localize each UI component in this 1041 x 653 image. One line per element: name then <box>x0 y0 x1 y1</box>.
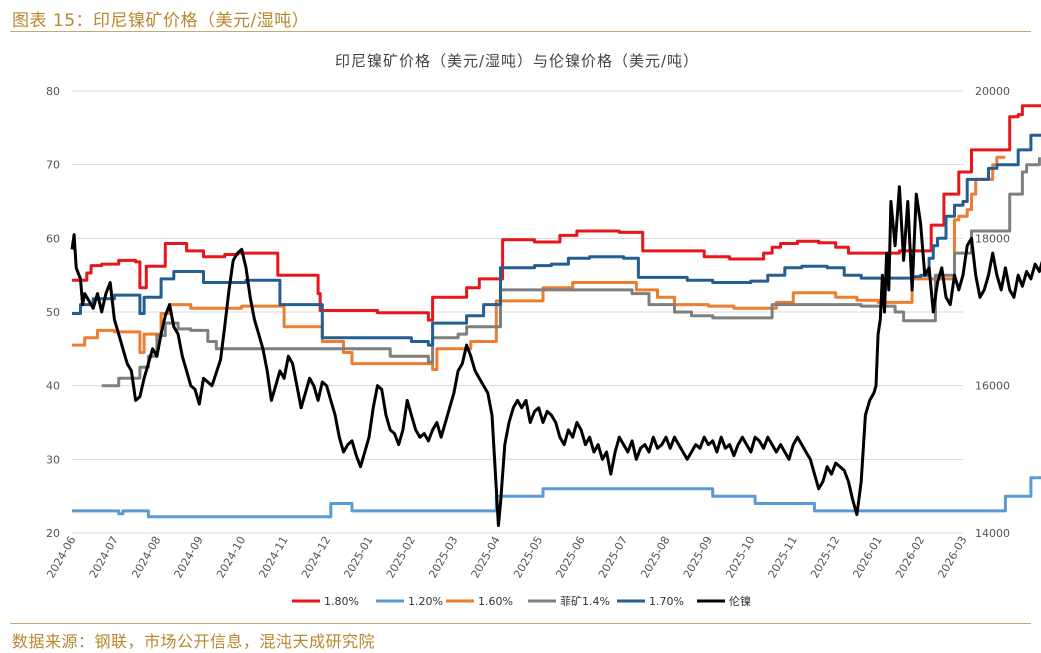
x-tick-label: 2025-12 <box>808 534 842 580</box>
x-tick-label: 2024-07 <box>87 534 121 580</box>
x-tick-label: 2025-05 <box>511 534 545 580</box>
legend-item: 1.70% <box>617 595 684 608</box>
legend-item: 1.60% <box>446 595 513 608</box>
legend-label: 1.70% <box>649 595 684 608</box>
legend: 1.80% 1.20% 1.60% 菲矿1.4% 1.70% 伦镍 <box>292 594 751 608</box>
left-tick-label: 70 <box>46 159 60 172</box>
x-tick-label: 2025-08 <box>638 534 672 580</box>
x-tick-label: 2025-01 <box>341 534 375 580</box>
right-tick-label: 14000 <box>975 527 1010 540</box>
left-tick-label: 20 <box>46 527 60 540</box>
x-tick-label: 2024-12 <box>299 534 333 580</box>
series-group <box>70 104 1041 528</box>
left-tick-label: 50 <box>46 306 60 319</box>
x-tick-label: 2025-10 <box>723 534 757 580</box>
series-line <box>72 155 1006 371</box>
x-tick-label: 2025-11 <box>766 534 800 580</box>
right-tick-label: 16000 <box>975 380 1010 393</box>
legend-item: 1.20% <box>376 595 443 608</box>
x-tick-label: 2025-04 <box>469 534 503 580</box>
x-tick-label: 2025-03 <box>426 534 460 580</box>
left-tick-label: 30 <box>46 453 60 466</box>
x-tick-label: 2024-11 <box>256 534 290 580</box>
x-tick-label: 2026-01 <box>850 534 884 580</box>
legend-label: 1.80% <box>324 595 359 608</box>
legend-label: 1.60% <box>478 595 513 608</box>
series-line <box>72 104 1041 322</box>
x-tick-label: 2026-02 <box>893 534 927 580</box>
legend-item: 菲矿1.4% <box>528 595 610 608</box>
figure-title: 图表 15：印尼镍矿价格（美元/湿吨） <box>12 11 310 31</box>
series-line <box>72 476 1041 519</box>
bottom-rule <box>10 623 1031 624</box>
series-line <box>70 185 1041 528</box>
x-tick-label: 2024-08 <box>129 534 163 580</box>
grid-lines <box>72 90 963 534</box>
legend-item: 伦镍 <box>697 594 751 608</box>
x-tick-label: 2025-02 <box>384 534 418 580</box>
series-line <box>72 133 1041 347</box>
legend-item: 1.80% <box>292 595 359 608</box>
right-tick-label: 20000 <box>975 85 1010 98</box>
x-tick-label: 2024-10 <box>214 534 248 580</box>
x-tick-label: 2025-09 <box>681 534 715 580</box>
x-tick-label: 2024-09 <box>172 534 206 580</box>
right-axis-ticks: 14000 16000 18000 20000 <box>975 85 1010 540</box>
left-tick-label: 60 <box>46 232 60 245</box>
x-tick-label: 2025-06 <box>553 534 587 580</box>
left-axis-ticks: 20 30 40 50 60 70 80 <box>46 85 60 540</box>
legend-label: 菲矿1.4% <box>560 595 610 608</box>
chart-title: 印尼镍矿价格（美元/湿吨）与伦镍价格（美元/吨） <box>335 52 699 70</box>
legend-label: 1.20% <box>408 595 443 608</box>
x-tick-label: 2024-06 <box>44 534 78 580</box>
left-tick-label: 80 <box>46 85 60 98</box>
x-tick-label: 2025-07 <box>596 534 630 580</box>
series-line <box>101 157 1041 388</box>
top-rule <box>10 31 1031 32</box>
left-tick-label: 40 <box>46 380 60 393</box>
x-tick-label: 2026-03 <box>935 534 969 580</box>
right-tick-label: 18000 <box>975 232 1010 245</box>
x-axis-ticks: 2024-06 2024-07 2024-08 2024-09 2024-10 2024-… <box>44 534 969 580</box>
source-note: 数据来源：钢联，市场公开信息，混沌天成研究院 <box>12 632 376 651</box>
legend-label: 伦镍 <box>729 594 751 608</box>
